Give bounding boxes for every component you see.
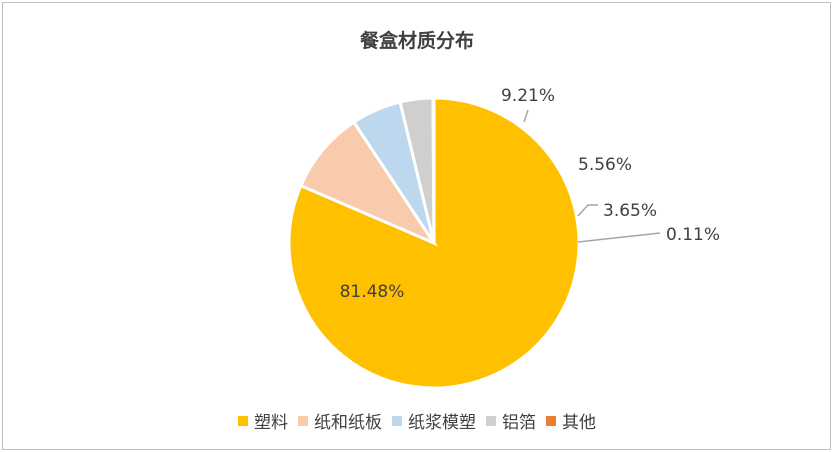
legend: 塑料 纸和纸板 纸浆模塑 铝箔 其他 xyxy=(0,408,834,433)
legend-label: 其他 xyxy=(562,413,596,433)
legend-swatch xyxy=(546,415,556,426)
data-label-1: 81.48% xyxy=(340,282,405,302)
legend-item-5: 其他 xyxy=(546,408,596,433)
data-label-4: 3.65% xyxy=(603,201,657,221)
pie-slice-2 xyxy=(298,120,439,247)
legend-swatch xyxy=(238,415,248,426)
legend-label: 纸和纸板 xyxy=(314,413,382,433)
chart-title: 餐盒材质分布 xyxy=(359,30,474,52)
legend-swatch xyxy=(298,415,308,426)
leader-line-5 xyxy=(577,232,661,243)
legend-label: 铝箔 xyxy=(502,413,536,433)
leader-line-2 xyxy=(523,109,529,123)
pie-slice-1 xyxy=(287,96,581,390)
legend-item-2: 纸和纸板 xyxy=(298,408,382,433)
legend-swatch xyxy=(392,415,402,426)
legend-swatch xyxy=(486,415,496,426)
data-label-2: 9.21% xyxy=(501,86,555,106)
data-label-5: 0.11% xyxy=(666,225,720,245)
legend-label: 塑料 xyxy=(254,413,288,433)
legend-label: 纸浆模塑 xyxy=(408,413,476,433)
data-label-3: 5.56% xyxy=(578,155,632,175)
legend-item-4: 铝箔 xyxy=(486,408,536,433)
legend-item-3: 纸浆模塑 xyxy=(392,408,476,433)
legend-item-1: 塑料 xyxy=(238,408,288,433)
pie-slice-5 xyxy=(431,96,436,244)
leader-line-4 xyxy=(577,204,598,217)
